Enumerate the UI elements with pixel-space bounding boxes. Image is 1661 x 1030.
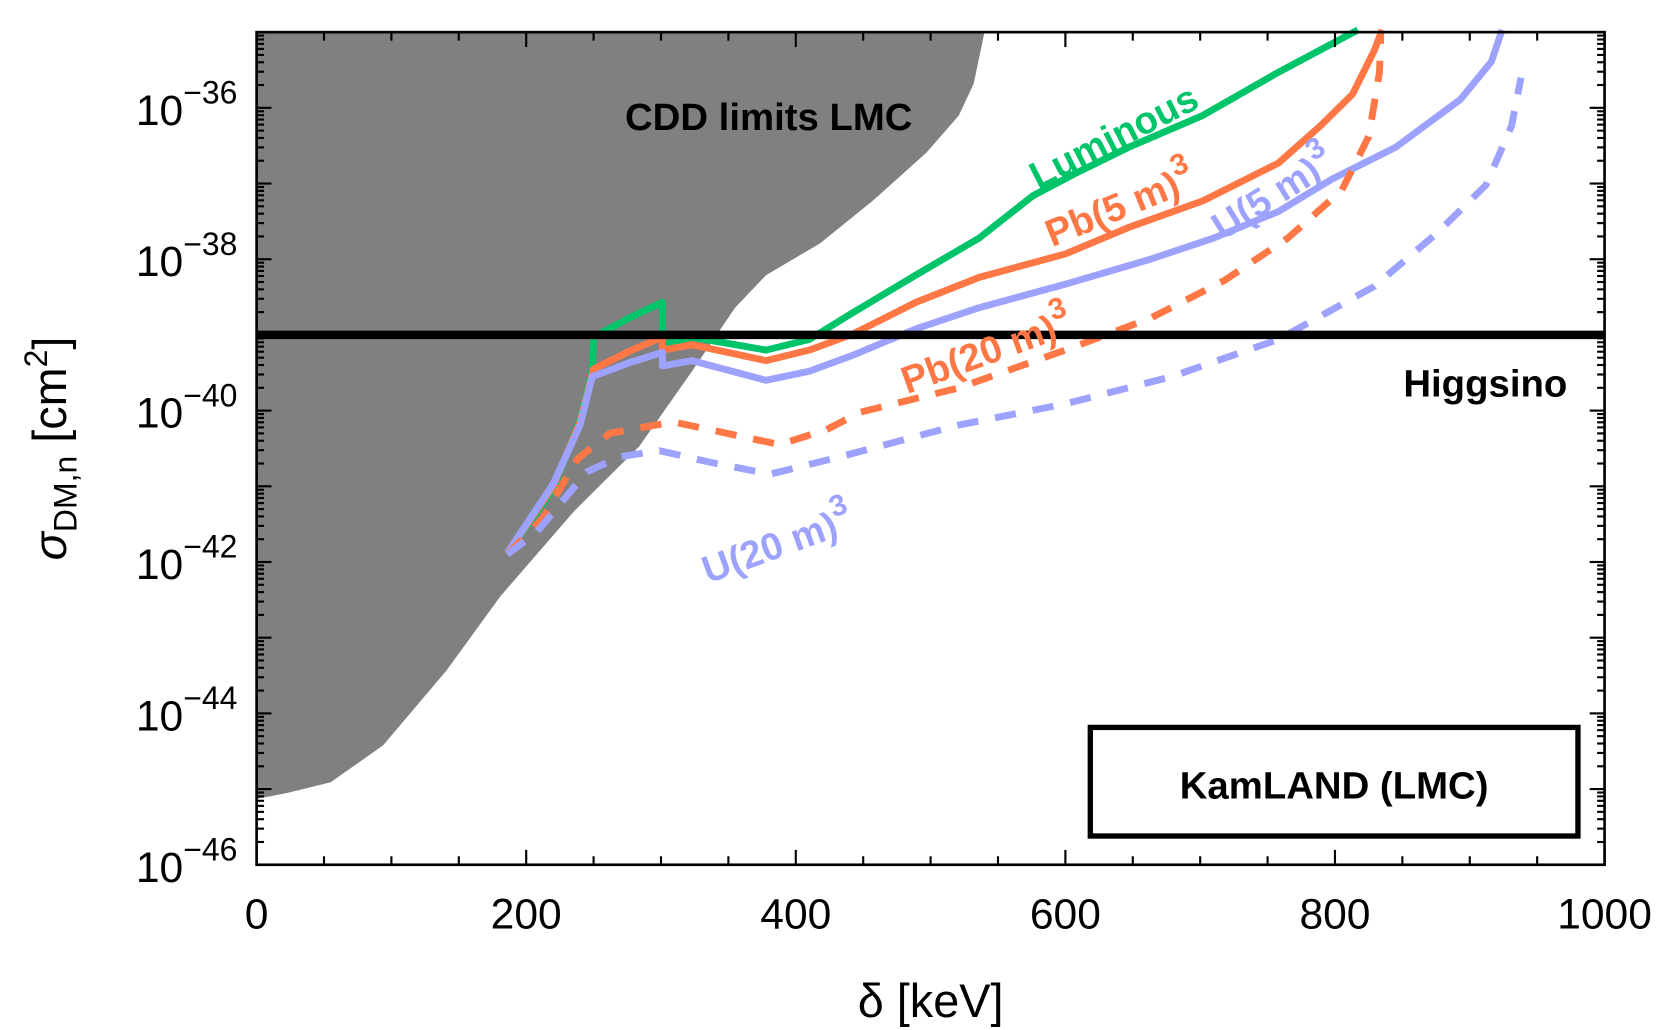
region-label: CDD limits LMC [625,96,912,139]
series-line-0 [504,26,1360,555]
x-tick-label: 1000 [1557,891,1652,939]
cdd-excluded-region [256,32,985,799]
series-line-4 [505,76,1525,558]
x-tick-label: 400 [760,891,831,939]
y-tick-label: 10−40 [136,377,238,437]
higgsino-label: Higgsino [1403,362,1567,405]
x-tick-label: 0 [245,891,269,939]
x-axis-label: δ [keV] [858,975,1004,1027]
y-tick-label: 10−36 [136,75,238,135]
legend-box [1087,724,1581,839]
legend-label: KamLAND (LMC) [1180,765,1489,808]
y-tick-label: 10−44 [136,680,238,740]
axis-ticks: 0 200 400 600 800 1000 10−36 10−38 10−40 10−42 10−… [136,32,1652,939]
cdd-region-fill [256,32,985,799]
x-tick-label: 800 [1299,891,1370,939]
x-tick-label: 600 [1030,891,1101,939]
y-tick-label: 10−38 [136,226,238,286]
x-tick-label: 200 [491,891,562,939]
y-tick-label: 10−42 [136,529,238,589]
series-line-2 [504,28,1506,555]
y-tick-label: 10−46 [136,832,238,892]
series-line-3 [504,35,1385,557]
curves [504,26,1525,558]
y-axis-label: σDM,n [cm2] [18,337,84,561]
label-u20: U(20 m)3 [693,487,859,592]
